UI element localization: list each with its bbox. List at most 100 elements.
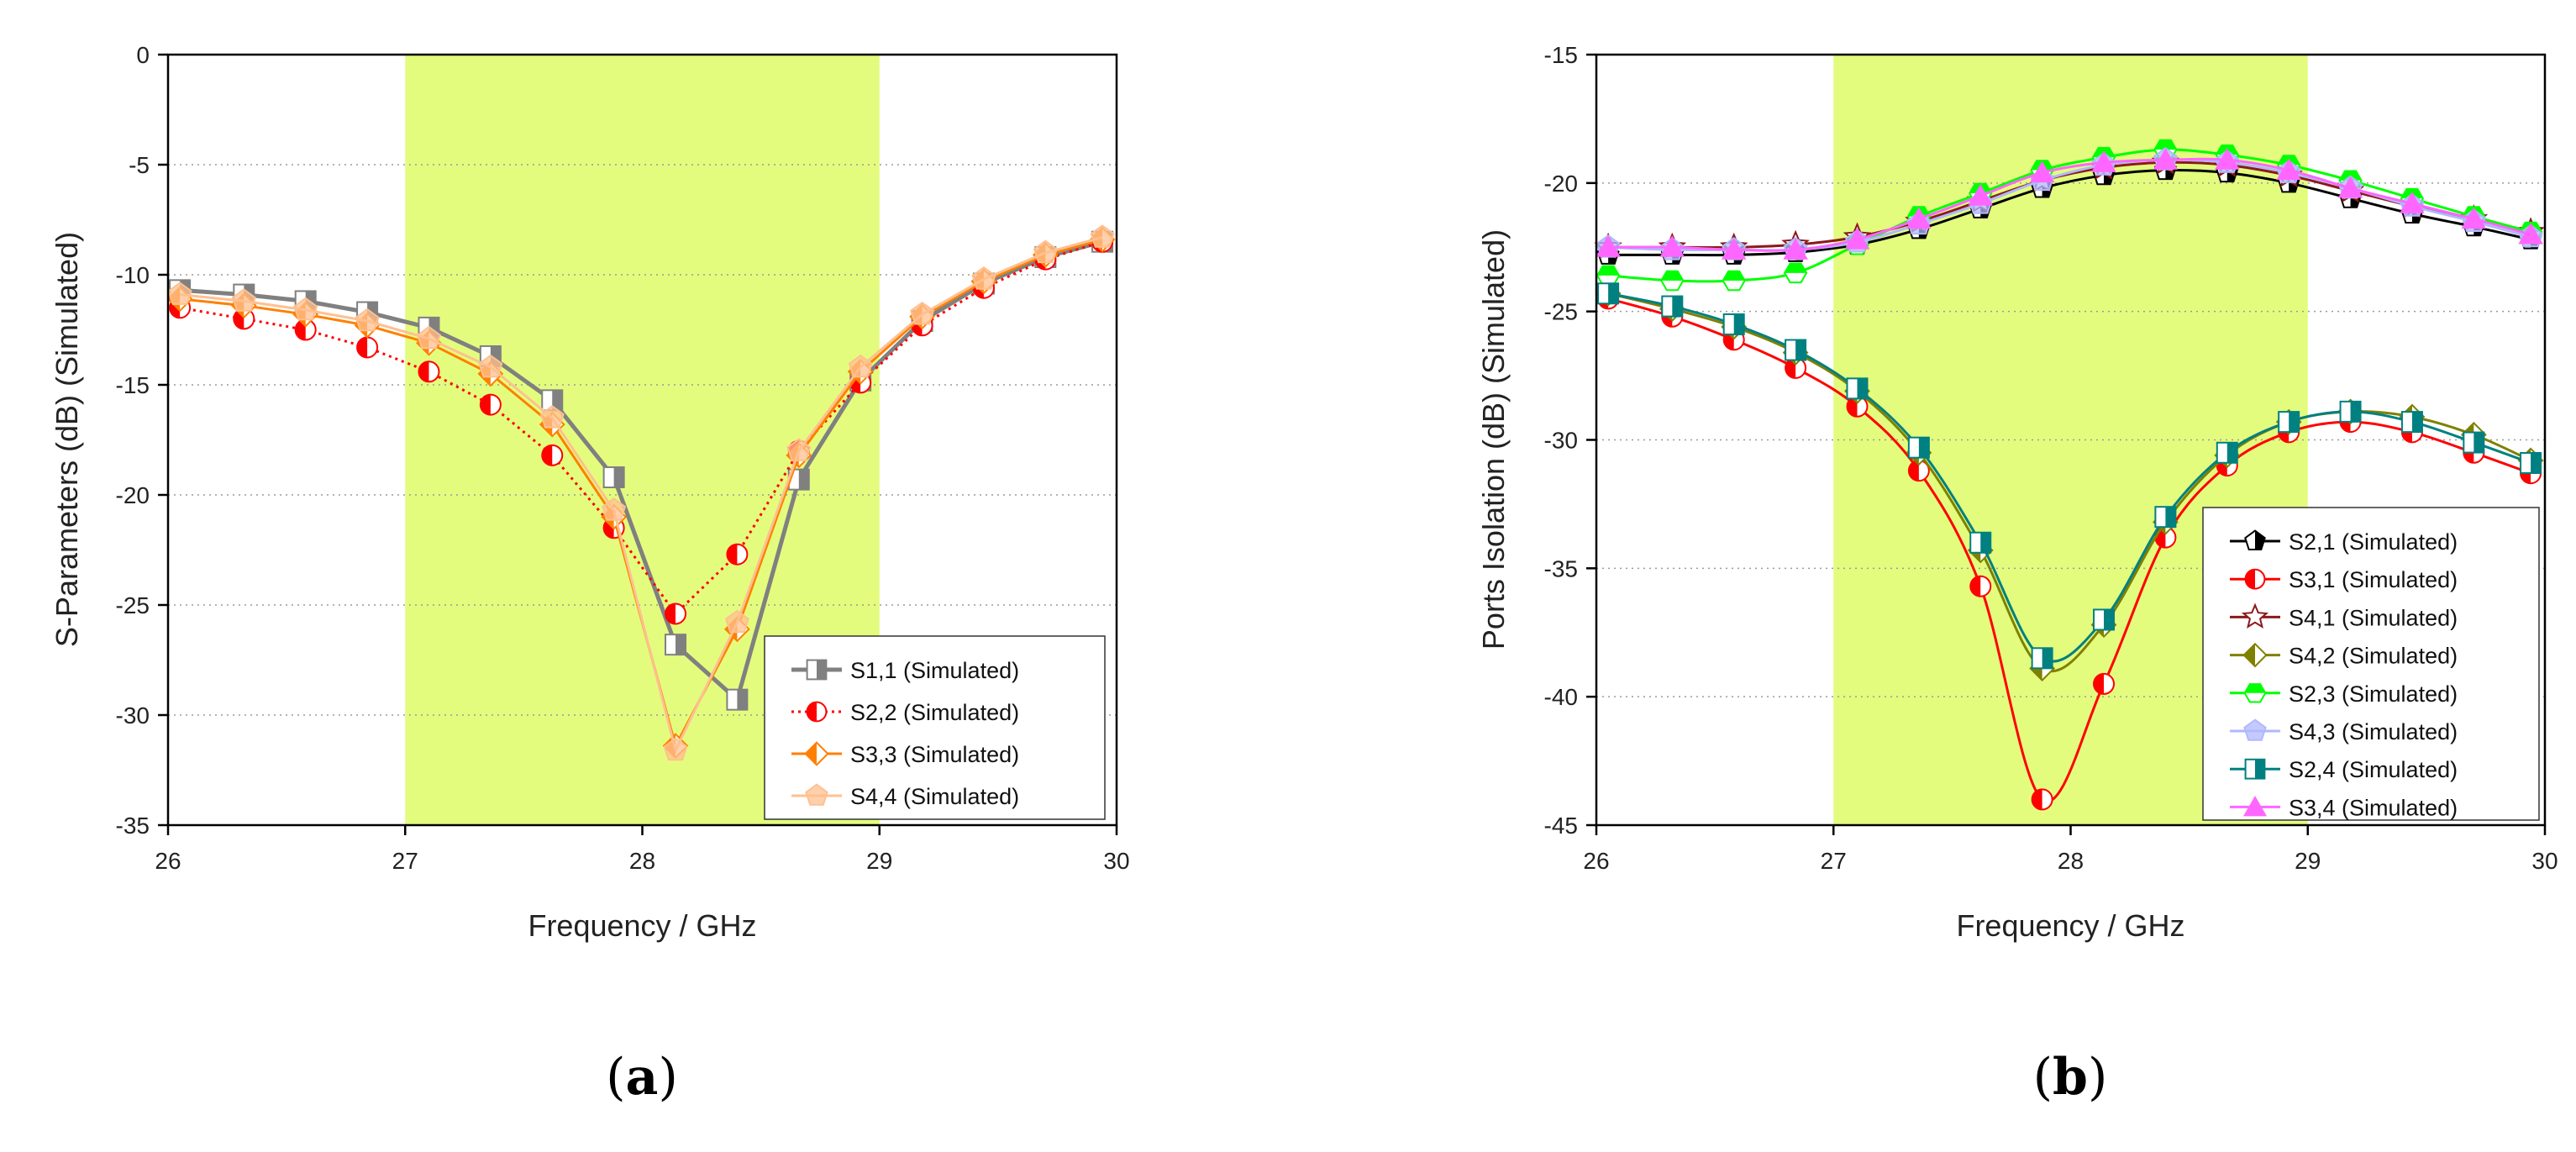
pb-data-point <box>1597 282 1620 305</box>
pb-x-tick-label: 28 <box>2058 848 2084 874</box>
pa-x-tick-label: 28 <box>629 848 655 874</box>
pa-legend-label: S2,2 (Simulated) <box>850 700 1019 725</box>
pb-data-point <box>1722 313 1745 335</box>
pb-legend-entry: S3,4 (Simulated) <box>2230 795 2458 820</box>
pa-data-point <box>417 325 441 350</box>
pb-data-point <box>1906 207 1932 229</box>
pb-legend-marker <box>2244 758 2266 780</box>
pb-data-point <box>2093 672 2116 695</box>
pa-data-point <box>665 602 687 625</box>
pb-data-point <box>1907 436 1930 459</box>
pa-data-point <box>167 281 192 305</box>
pa-data-point <box>724 609 749 634</box>
pb-legend-marker <box>2243 683 2267 703</box>
pb-data-point <box>2153 148 2179 170</box>
pb-data-point <box>2216 441 2238 464</box>
pa-data-point <box>663 737 688 761</box>
pb-series-line <box>1608 160 2531 250</box>
pa-legend-marker <box>805 783 828 806</box>
pa-legend-entry: S4,4 (Simulated) <box>791 783 1019 809</box>
pb-data-point <box>2339 400 2362 423</box>
pa-series-line <box>179 236 1103 752</box>
pb-legend-entry: S4,2 (Simulated) <box>2230 642 2458 669</box>
pa-data-point <box>1090 224 1115 248</box>
pa-y-tick-label: -15 <box>116 372 150 398</box>
pa-data-point <box>539 405 565 429</box>
pb-data-point <box>2031 647 2053 670</box>
pb-legend-entry: S4,3 (Simulated) <box>2230 718 2458 744</box>
pb-legend-label: S3,4 (Simulated) <box>2289 795 2458 820</box>
pb-data-point <box>1969 531 1992 554</box>
pa-data-point <box>848 354 873 378</box>
pb-y-tick-label: -45 <box>1544 813 1578 839</box>
pa-legend-label: S1,1 (Simulated) <box>850 658 1019 683</box>
pb-data-point <box>2093 608 2116 631</box>
pa-y-tick-label: -5 <box>129 152 150 178</box>
pb-data-point <box>1783 262 1808 284</box>
pb-data-point <box>2154 506 2177 529</box>
pa-x-tick-label: 29 <box>866 848 892 874</box>
pb-legend-label: S4,2 (Simulated) <box>2289 644 2458 669</box>
pb-series-7 <box>1597 282 2542 670</box>
pb-data-point <box>1722 270 1746 292</box>
pa-legend-entry: S1,1 (Simulated) <box>791 658 1019 683</box>
pa-legend-marker <box>806 659 828 681</box>
pa-y-tick-label: -30 <box>116 702 150 729</box>
pb-x-tick-label: 26 <box>1583 848 1609 874</box>
pb-y-tick-label: -30 <box>1544 428 1578 454</box>
pa-y-tick-label: 0 <box>136 42 150 68</box>
pb-y-axis-title: Ports Isolation (dB) (Simulated) <box>1476 229 1511 650</box>
pb-data-point <box>2400 411 2423 434</box>
pb-data-point <box>1844 228 1870 250</box>
pa-panel-label: (a) <box>606 1048 678 1107</box>
pb-y-tick-label: -25 <box>1544 299 1578 325</box>
pb-data-point <box>1785 339 1807 361</box>
pb-data-point <box>2337 176 2363 198</box>
pa-data-point <box>665 634 687 656</box>
pb-legend-label: S2,3 (Simulated) <box>2289 681 2458 707</box>
pb-legend-label: S2,4 (Simulated) <box>2289 757 2458 782</box>
pb-series-line <box>1607 148 2531 283</box>
pb-legend-entry: S4,1 (Simulated) <box>2230 602 2458 630</box>
pb-data-point <box>2518 223 2543 245</box>
pa-x-tick-label: 30 <box>1103 848 1129 874</box>
pa-legend-entry: S2,2 (Simulated) <box>791 700 1019 725</box>
pb-legend-marker <box>2244 529 2266 550</box>
pa-data-point <box>478 354 503 378</box>
pa-data-point <box>1033 239 1058 264</box>
pa-data-point <box>355 308 380 332</box>
pb-data-point <box>2463 431 2485 454</box>
pa-legend-label: S4,4 (Simulated) <box>850 784 1019 809</box>
pb-data-point <box>2029 160 2055 183</box>
pa-legend-entry: S3,3 (Simulated) <box>791 741 1019 767</box>
pb-legend-entry: S2,1 (Simulated) <box>2230 529 2458 555</box>
pa-y-tick-label: -20 <box>116 482 150 508</box>
pb-series-line <box>1608 168 2531 257</box>
pa-legend-label: S3,3 (Simulated) <box>850 742 1019 767</box>
pa-series-4 <box>167 224 1115 761</box>
pb-legend-marker <box>2242 795 2268 817</box>
pb-data-point <box>2031 788 2053 811</box>
pa-data-point <box>479 393 502 416</box>
pb-data-point <box>1783 238 1808 260</box>
pa-y-axis-title: S-Parameters (dB) (Simulated) <box>50 232 84 647</box>
pb-data-point <box>1785 356 1807 379</box>
pb-data-point <box>1661 295 1684 318</box>
pb-x-tick-label: 30 <box>2531 848 2558 874</box>
pa-data-point <box>356 336 379 359</box>
pa-data-point <box>726 543 749 565</box>
pa-series-line <box>179 239 1103 702</box>
pa-x-tick-label: 27 <box>392 848 418 874</box>
pa-data-point <box>602 497 627 521</box>
pb-data-point <box>1596 235 1621 257</box>
pb-legend-label: S3,1 (Simulated) <box>2289 567 2458 592</box>
pb-y-tick-label: -35 <box>1544 555 1578 581</box>
pb-data-point <box>1659 235 1685 257</box>
pa-y-tick-label: -25 <box>116 592 150 618</box>
pa-data-point <box>602 466 625 489</box>
pb-data-point <box>1660 270 1685 292</box>
pb-legend-label: S4,1 (Simulated) <box>2289 605 2458 630</box>
pb-legend-entry: S2,4 (Simulated) <box>2230 757 2458 782</box>
